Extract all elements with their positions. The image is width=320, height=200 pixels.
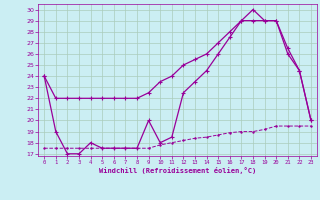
X-axis label: Windchill (Refroidissement éolien,°C): Windchill (Refroidissement éolien,°C) — [99, 167, 256, 174]
